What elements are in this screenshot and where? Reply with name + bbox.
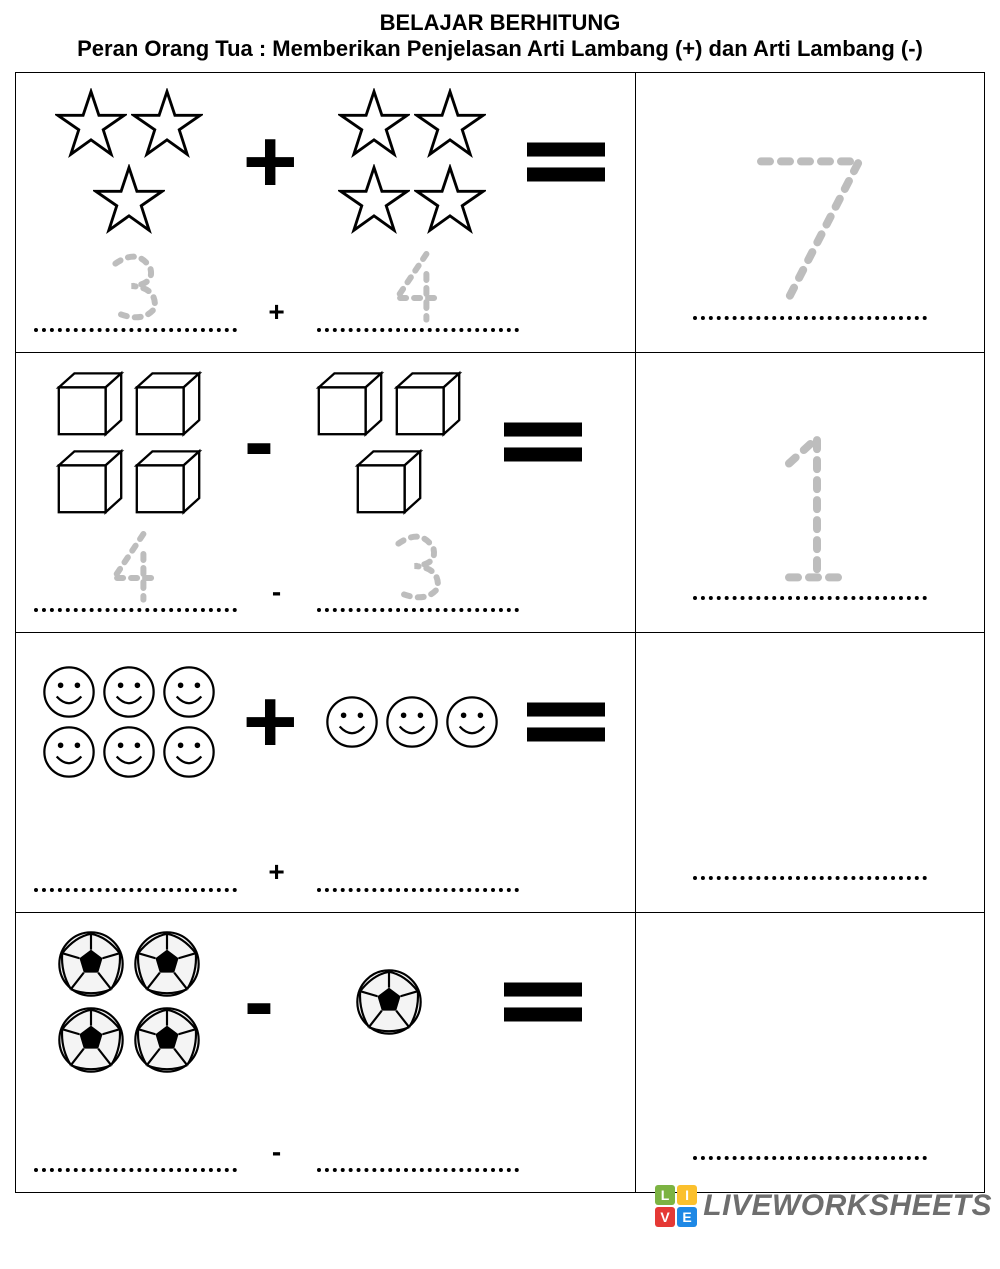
- problem-cell: + +: [16, 73, 636, 353]
- minus-symbol: -: [257, 1136, 297, 1172]
- equals-symbol: [527, 698, 605, 746]
- right-icon-group: [294, 966, 484, 1038]
- left-icon-group: [34, 88, 224, 236]
- right-blank[interactable]: [317, 517, 520, 612]
- minus-symbol: -: [244, 957, 274, 1047]
- smile-icon: [384, 694, 440, 750]
- star-icon: [55, 88, 127, 160]
- smile-icon: [161, 664, 217, 720]
- plus-symbol: +: [257, 296, 297, 332]
- left-icon-group: [34, 364, 224, 520]
- answer-blank[interactable]: [693, 596, 927, 600]
- worksheet-row: + +: [16, 633, 985, 913]
- worksheet-row: - -: [16, 913, 985, 1193]
- trace-number: [383, 526, 453, 618]
- right-icon-group: [317, 88, 507, 236]
- star-icon: [131, 88, 203, 160]
- cube-icon: [389, 364, 467, 442]
- right-icon-group: [317, 694, 507, 750]
- trace-number: [100, 246, 170, 338]
- watermark-text: LIVEWORKSHEETS: [703, 1189, 992, 1223]
- left-blank[interactable]: [34, 237, 237, 332]
- worksheet-row: - -: [16, 353, 985, 633]
- equals-symbol: [504, 418, 582, 466]
- star-icon: [338, 164, 410, 236]
- answer-cell: [636, 633, 985, 913]
- smile-icon: [444, 694, 500, 750]
- watermark: LIVE LIVEWORKSHEETS: [655, 1185, 992, 1227]
- star-icon: [414, 88, 486, 160]
- left-icon-group: [34, 664, 224, 780]
- problem-cell: - -: [16, 353, 636, 633]
- answer-trace: [740, 141, 880, 316]
- ball-icon: [55, 1004, 127, 1076]
- star-icon: [338, 88, 410, 160]
- problem-cell: - -: [16, 913, 636, 1193]
- star-icon: [414, 164, 486, 236]
- plus-symbol: +: [243, 117, 298, 207]
- cube-icon: [51, 442, 129, 520]
- cube-icon: [311, 364, 389, 442]
- star-icon: [93, 164, 165, 236]
- left-blank[interactable]: [34, 517, 237, 612]
- ball-icon: [131, 928, 203, 1000]
- answer-cell: [636, 353, 985, 633]
- answer-blank[interactable]: [693, 316, 927, 320]
- ball-icon: [353, 966, 425, 1038]
- page-subtitle: Peran Orang Tua : Memberikan Penjelasan …: [15, 36, 985, 62]
- plus-symbol: +: [243, 677, 298, 767]
- smile-icon: [324, 694, 380, 750]
- page-title: BELAJAR BERHITUNG: [15, 10, 985, 36]
- plus-symbol: +: [257, 856, 297, 892]
- right-blank[interactable]: [317, 797, 520, 892]
- answer-blank[interactable]: [693, 1156, 927, 1160]
- right-blank[interactable]: [317, 1077, 520, 1172]
- minus-symbol: -: [257, 576, 297, 612]
- left-blank[interactable]: [34, 1077, 237, 1172]
- smile-icon: [101, 724, 157, 780]
- problem-cell: + +: [16, 633, 636, 913]
- smile-icon: [101, 664, 157, 720]
- answer-trace: [740, 421, 880, 596]
- left-icon-group: [34, 928, 224, 1076]
- equals-symbol: [527, 138, 605, 186]
- answer-blank[interactable]: [693, 876, 927, 880]
- answer-cell: [636, 913, 985, 1193]
- cube-icon: [350, 442, 428, 520]
- equals-symbol: [504, 978, 582, 1026]
- cube-icon: [129, 442, 207, 520]
- smile-icon: [41, 724, 97, 780]
- minus-symbol: -: [244, 397, 274, 487]
- trace-number: [383, 246, 453, 338]
- worksheet-row: + +: [16, 73, 985, 353]
- smile-icon: [41, 664, 97, 720]
- right-icon-group: [294, 364, 484, 520]
- right-blank[interactable]: [317, 237, 520, 332]
- trace-number: [100, 526, 170, 618]
- cube-icon: [51, 364, 129, 442]
- ball-icon: [55, 928, 127, 1000]
- answer-cell: [636, 73, 985, 353]
- worksheet-table: + +: [15, 72, 985, 1193]
- ball-icon: [131, 1004, 203, 1076]
- cube-icon: [129, 364, 207, 442]
- smile-icon: [161, 724, 217, 780]
- left-blank[interactable]: [34, 797, 237, 892]
